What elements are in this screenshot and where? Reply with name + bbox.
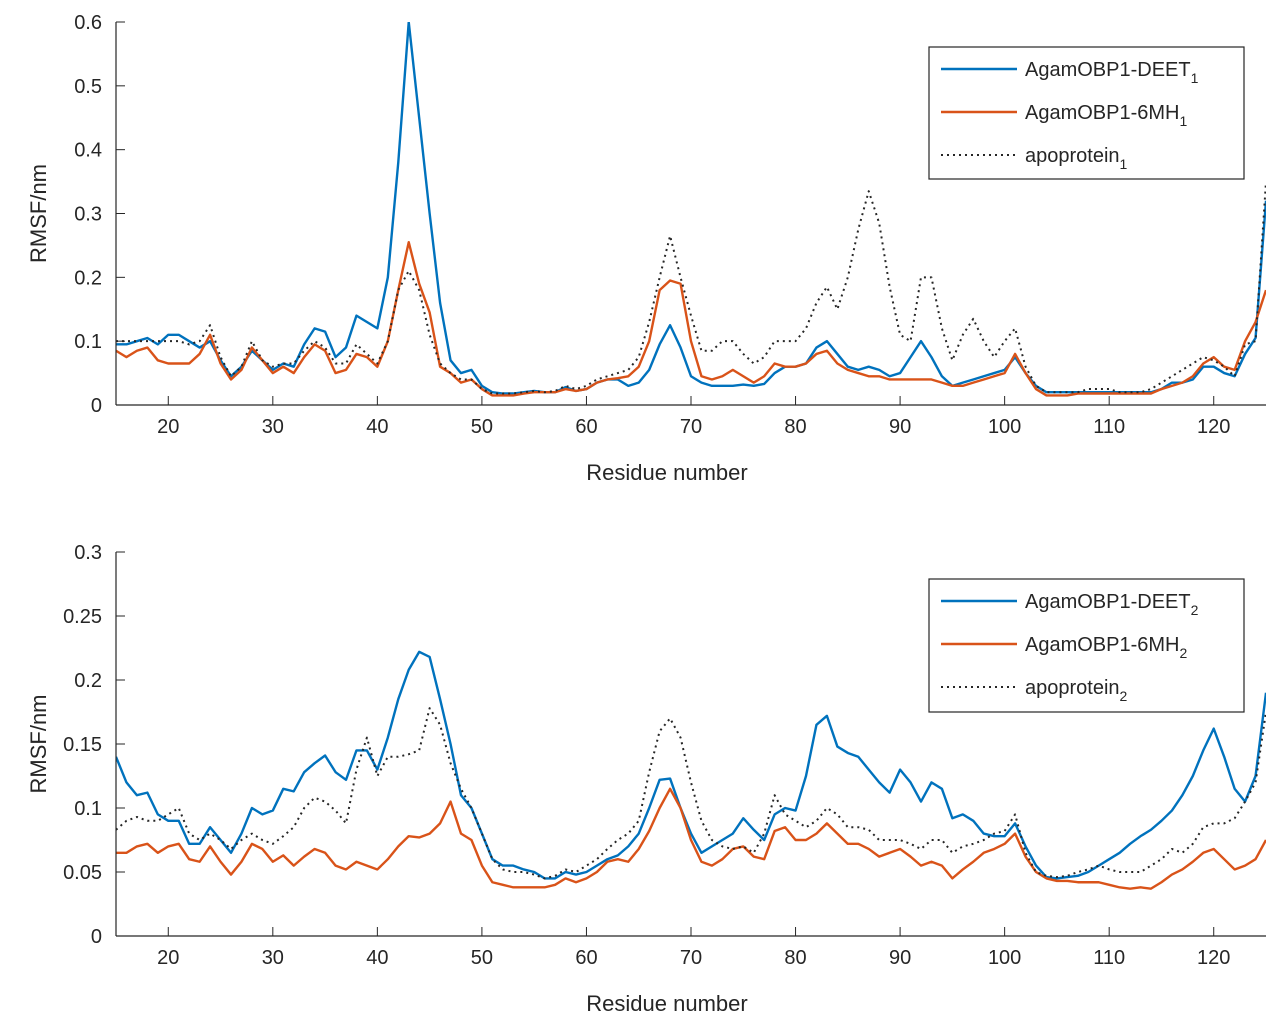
chart-panel-bottom: 20 30 40 50 60 70 80 90 100 110 120 0 0.05 0.1 0.15 0.2…	[26, 542, 1266, 1014]
y-tick-label: 0.15	[63, 734, 102, 756]
x-tick-label: 40	[366, 947, 388, 969]
y-tick-label: 0	[91, 395, 102, 417]
y-tick-label: 0	[91, 926, 102, 948]
x-tick-label: 70	[680, 947, 702, 969]
x-tick-label: 100	[988, 416, 1021, 438]
y-tick-label: 0.05	[63, 862, 102, 884]
x-tick-label: 40	[366, 416, 388, 438]
x-axis-title: Residue number	[586, 991, 747, 1014]
y-tick-label: 0.1	[74, 798, 102, 820]
chart-panel-top: 20 30 40 50 60 70 80 90 100 110 120 0 0.1 0.2 0.3 0.4 0.…	[26, 12, 1266, 485]
series-line-1	[116, 650, 1266, 880]
x-tick-label: 120	[1197, 947, 1230, 969]
x-tick-label: 20	[157, 416, 179, 438]
x-tick-label: 120	[1197, 416, 1230, 438]
y-tick-label: 0.2	[74, 267, 102, 289]
series-line-3	[116, 707, 1266, 880]
y-tick-label: 0.3	[74, 204, 102, 226]
y-tick-label: 0.1	[74, 331, 102, 353]
x-tick-label: 110	[1093, 947, 1125, 969]
x-tick-label: 60	[575, 416, 597, 438]
series-line-3	[116, 181, 1266, 395]
y-axis-title: RMSF/nm	[26, 164, 51, 263]
y-tick-label: 0.3	[74, 542, 102, 564]
legend-label-1: AgamOBP1-DEET2	[1025, 591, 1199, 618]
x-tick-label: 70	[680, 416, 702, 438]
x-tick-label: 50	[471, 416, 493, 438]
y-tick-label: 0.4	[74, 140, 102, 162]
x-tick-label: 90	[889, 416, 911, 438]
legend: AgamOBP1-DEET1 AgamOBP1-6MH1 apoprotein1	[928, 46, 1245, 180]
legend-label-2: AgamOBP1-6MH1	[1025, 102, 1188, 129]
x-axis-title: Residue number	[586, 460, 747, 485]
y-tick-label: 0.6	[74, 12, 102, 34]
y-tick-label: 0.2	[74, 670, 102, 692]
legend-label-3: apoprotein1	[1025, 145, 1128, 172]
x-tick-label: 30	[262, 416, 284, 438]
series-line-2	[116, 241, 1266, 397]
legend-label-1: AgamOBP1-DEET1	[1025, 59, 1199, 86]
x-tick-label: 110	[1093, 416, 1125, 438]
legend-label-3: apoprotein2	[1025, 677, 1128, 704]
y-tick-label: 0.25	[63, 606, 102, 628]
x-tick-label: 80	[784, 416, 806, 438]
x-tick-label: 50	[471, 947, 493, 969]
legend: AgamOBP1-DEET2 AgamOBP1-6MH2 apoprotein2	[928, 578, 1245, 713]
x-tick-label: 100	[988, 947, 1021, 969]
x-tick-label: 60	[575, 947, 597, 969]
series-line-1	[116, 22, 1266, 395]
x-tick-label: 30	[262, 947, 284, 969]
y-axis-title: RMSF/nm	[26, 695, 51, 794]
x-tick-label: 20	[157, 947, 179, 969]
y-tick-label: 0.5	[74, 76, 102, 98]
legend-label-2: AgamOBP1-6MH2	[1025, 634, 1188, 661]
series-line-2	[116, 787, 1266, 890]
x-tick-label: 90	[889, 947, 911, 969]
x-tick-label: 80	[784, 947, 806, 969]
